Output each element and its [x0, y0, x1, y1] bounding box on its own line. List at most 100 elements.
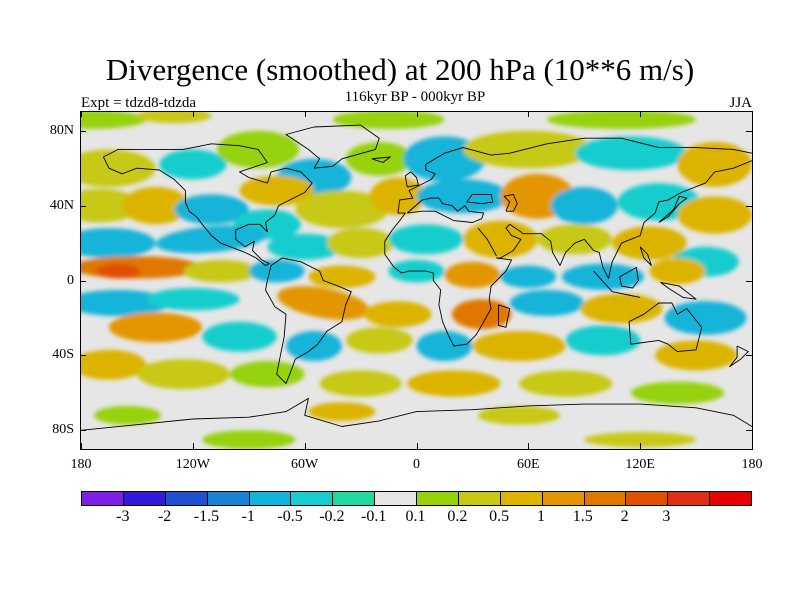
colorbar-tick-label: 2: [620, 508, 629, 525]
divergence-contour: [500, 265, 557, 288]
divergence-contour: [407, 370, 501, 397]
season-label: JJA: [729, 95, 752, 111]
divergence-contour: [364, 301, 432, 328]
divergence-contour: [677, 196, 752, 234]
colorbar-swatch: [458, 492, 501, 505]
divergence-contour: [277, 286, 370, 320]
divergence-contour: [546, 112, 697, 129]
coastline: [628, 302, 703, 353]
map-plot-area: [81, 112, 752, 449]
axis-tick: [80, 430, 86, 431]
coastline: [81, 397, 752, 431]
divergence-contour: [174, 194, 249, 225]
coastline: [658, 195, 688, 223]
divergence-contour: [248, 259, 305, 283]
axis-tick: [640, 111, 641, 117]
coastline: [503, 193, 518, 212]
coastline: [384, 160, 752, 347]
divergence-contour: [202, 321, 277, 352]
divergence-contour: [537, 224, 613, 255]
divergence-contour: [286, 331, 342, 362]
colorbar-swatch: [626, 492, 669, 505]
divergence-contour: [136, 359, 231, 390]
coastline: [102, 143, 313, 266]
divergence-contour: [472, 331, 566, 362]
colorbar-swatch: [165, 492, 208, 505]
divergence-contour: [230, 361, 305, 388]
axis-tick: [746, 206, 752, 207]
divergence-contour: [81, 228, 156, 259]
divergence-contour: [146, 287, 240, 311]
axis-tick: [528, 443, 529, 449]
lon-tick-label: 0: [413, 457, 420, 472]
divergence-contour: [308, 265, 376, 288]
divergence-contour: [677, 141, 752, 187]
axis-tick: [193, 443, 194, 449]
divergence-contour: [81, 112, 147, 129]
axis-tick: [305, 443, 306, 449]
lon-tick-label: 120W: [175, 457, 210, 472]
divergence-contour: [159, 149, 227, 180]
divergence-contour: [444, 261, 501, 288]
divergence-contour: [95, 263, 141, 279]
divergence-contour: [664, 301, 747, 335]
divergence-contour: [155, 225, 268, 254]
axis-tick: [80, 131, 86, 132]
divergence-contour: [388, 224, 464, 255]
axis-tick: [746, 131, 752, 132]
divergence-contour: [308, 402, 376, 421]
lat-tick-label: 0: [67, 272, 74, 288]
colorbar-swatch: [584, 492, 627, 505]
divergence-contour: [94, 405, 162, 425]
divergence-contour: [416, 179, 510, 214]
divergence-contour: [509, 289, 585, 317]
coastline: [660, 281, 697, 300]
colorbar-swatch: [668, 492, 711, 505]
divergence-contour: [649, 258, 706, 285]
lon-tick-label: 120E: [625, 457, 655, 472]
divergence-contour: [561, 263, 644, 290]
coastline: [498, 304, 511, 328]
colorbar-tick-label: -1: [241, 508, 255, 525]
divergence-contour: [478, 405, 561, 425]
colorbar-tick-label: -2: [157, 508, 172, 525]
colorbar-swatch: [207, 492, 250, 505]
axis-tick: [746, 430, 752, 431]
colorbar-swatch: [500, 492, 543, 505]
axis-tick: [752, 443, 753, 449]
divergence-contour: [81, 149, 156, 187]
colorbar-swatch: [333, 492, 376, 505]
axis-tick: [640, 443, 641, 449]
colorbar-tick-label: -0.1: [361, 508, 387, 525]
axis-tick: [528, 111, 529, 117]
axis-tick: [417, 443, 418, 449]
lat-tick-label: 80S: [52, 422, 74, 438]
lat-tick-label: 80N: [49, 122, 74, 138]
divergence-contour: [630, 381, 725, 405]
coastline: [477, 227, 497, 257]
map-subtitle: 116kyr BP - 000kyr BP: [344, 89, 486, 105]
coastline: [466, 193, 494, 205]
axis-tick: [81, 443, 82, 449]
divergence-contour: [565, 325, 641, 356]
colorbar-swatch: [375, 492, 417, 505]
divergence-contour: [108, 312, 203, 343]
lat-tick-label: 40N: [49, 197, 74, 213]
lon-tick-label: 180: [70, 457, 92, 472]
colorbar-tick-label: 0.2: [447, 508, 468, 525]
coastline: [619, 266, 639, 289]
colorbar-tick-label: 1: [536, 508, 545, 525]
divergence-contour: [574, 136, 687, 171]
axis-tick: [752, 111, 753, 117]
axis-tick: [417, 111, 418, 117]
divergence-contour: [295, 190, 389, 229]
axis-tick: [193, 111, 194, 117]
colorbar-tick-label: -3: [116, 508, 130, 525]
coastline: [285, 124, 380, 169]
colorbar-tick-label: -0.2: [319, 508, 345, 525]
divergence-contour: [584, 432, 697, 448]
map-title: Divergence (smoothed) at 200 hPa (10**6 …: [105, 52, 695, 87]
divergence-contour: [239, 175, 314, 206]
divergence-contour: [183, 259, 259, 283]
axis-tick: [80, 281, 86, 282]
